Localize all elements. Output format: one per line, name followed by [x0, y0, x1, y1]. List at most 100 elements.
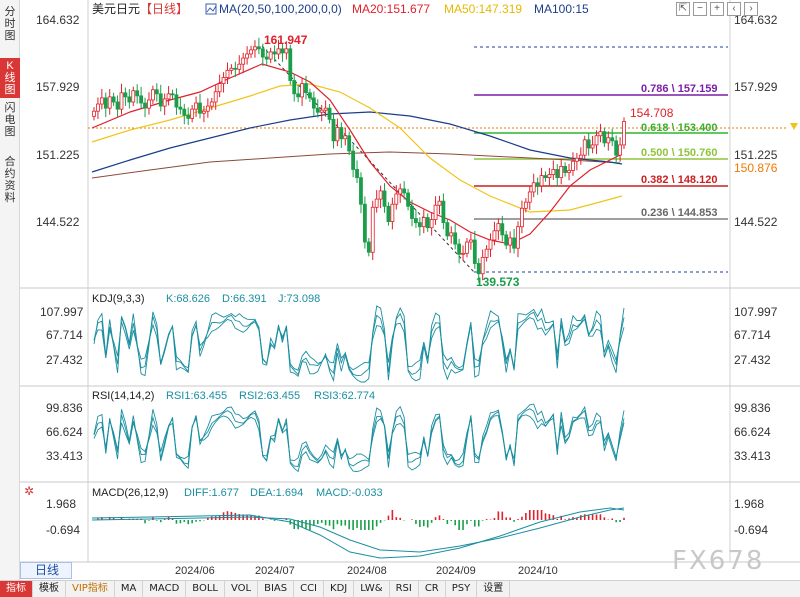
candle-body — [516, 226, 520, 249]
candle-body — [476, 263, 481, 275]
fullscreen-button[interactable]: ⇱ — [676, 2, 690, 16]
candle-body — [461, 252, 465, 255]
tab-timeshare[interactable]: 分 时 图 — [4, 6, 16, 42]
zoom-in-button[interactable]: + — [710, 2, 724, 16]
kdj-d: D:66.391 — [222, 293, 267, 305]
candle-body — [96, 103, 100, 112]
candle-body — [351, 150, 356, 170]
candle-body — [331, 118, 336, 142]
tab-vip-indicator[interactable]: VIP指标 — [66, 581, 115, 597]
tab-ma[interactable]: MA — [115, 581, 144, 597]
candle-body — [512, 237, 516, 249]
period-selector[interactable]: 日线 — [20, 562, 72, 579]
candle-body — [166, 93, 171, 100]
candle-body — [343, 135, 348, 140]
macd-tick: 1.968 — [46, 497, 76, 511]
date-tick: 2024/09 — [436, 565, 476, 577]
tab-rsi[interactable]: RSI — [390, 581, 419, 597]
ma20-line — [91, 63, 623, 245]
candle-body — [280, 48, 285, 54]
candle-body — [319, 109, 324, 113]
tab-boll[interactable]: BOLL — [186, 581, 225, 597]
ma50-value: MA50:147.319 — [444, 2, 522, 16]
tab-indicator[interactable]: 指标 — [0, 581, 33, 597]
candle-body — [123, 92, 128, 98]
candle-body — [535, 182, 540, 187]
current-price-label: 150.876 — [734, 161, 778, 175]
candle-body — [127, 96, 132, 103]
candle-body — [292, 80, 297, 95]
rsi2: RSI2:63.455 — [239, 390, 300, 402]
candle-body — [574, 157, 579, 162]
tab-contract-info[interactable]: 合 约 资 料 — [4, 156, 16, 204]
fib-retracement[interactable]: 0.786 \ 157.159 0.618 \ 153.400 0.500 \ … — [474, 46, 728, 273]
candle-body — [186, 114, 191, 119]
ma200-line — [91, 151, 621, 179]
rsi-tick-right: 99.836 — [734, 401, 771, 415]
tab-macd[interactable]: MACD — [143, 581, 187, 597]
candle-body — [154, 89, 159, 95]
chart-toolbar: ⇱ − + ‹ › — [676, 2, 758, 16]
scroll-left-button[interactable]: ‹ — [727, 2, 741, 16]
tab-cci[interactable]: CCI — [294, 581, 325, 597]
tab-kline[interactable]: K 线 图 — [0, 58, 20, 98]
macd-tick-right: -0.694 — [734, 523, 768, 537]
tab-bias[interactable]: BIAS — [258, 581, 295, 597]
tab-flash[interactable]: 闪 电 图 — [4, 102, 16, 138]
candle-body — [606, 137, 611, 144]
tab-cr[interactable]: CR — [419, 581, 446, 597]
macd-label: MACD(26,12,9) — [92, 487, 168, 499]
candle-body — [527, 191, 532, 203]
candle-body — [594, 135, 599, 146]
candle-body — [233, 67, 238, 70]
candle-body — [362, 203, 367, 243]
rsi-panel: RSI(14,14,2) RSI1:63.455 RSI2:63.455 RSI… — [46, 390, 771, 473]
tab-template[interactable]: 模板 — [33, 581, 66, 597]
tab-lw[interactable]: LW& — [354, 581, 390, 597]
candle-body — [602, 131, 607, 144]
price-tick: 164.632 — [36, 13, 80, 27]
candle-body — [390, 203, 395, 223]
scroll-right-button[interactable]: › — [744, 2, 758, 16]
candle-body — [488, 239, 493, 250]
candle-body — [182, 108, 187, 116]
candle-body — [414, 218, 418, 224]
candle-body — [610, 137, 615, 142]
high-annotation: 161.947 — [264, 33, 308, 47]
candle-body — [539, 175, 544, 187]
candle-body — [147, 99, 151, 109]
candle-body — [99, 97, 104, 105]
tab-settings[interactable]: 设置 — [477, 581, 511, 597]
candle-body — [425, 217, 430, 229]
candle-body — [229, 67, 234, 71]
candle-body — [449, 232, 454, 237]
candle-body — [323, 107, 328, 111]
candlestick-series[interactable] — [92, 37, 626, 283]
candle-body — [500, 223, 505, 236]
kline-chart[interactable]: 美元日元 【日线】 MA(20,50,100,200,0,0) MA20:151… — [20, 0, 800, 580]
candle-body — [245, 53, 250, 59]
candle-body — [111, 96, 116, 103]
candle-body — [260, 48, 265, 58]
zoom-out-button[interactable]: − — [693, 2, 707, 16]
tab-kdj[interactable]: KDJ — [324, 581, 355, 597]
kdj-lines-series — [93, 305, 625, 383]
candle-body — [209, 101, 214, 107]
candle-body — [253, 46, 257, 51]
macd-tick: -0.694 — [46, 523, 80, 537]
candle-body — [484, 248, 489, 258]
candle-body — [119, 92, 124, 110]
candle-body — [327, 107, 332, 120]
symbol-name: 美元日元 — [92, 2, 140, 16]
candle-body — [221, 77, 226, 85]
macd-diff: DIFF:1.677 — [184, 487, 239, 499]
tab-vol[interactable]: VOL — [225, 581, 259, 597]
candle-body — [457, 243, 462, 255]
price-tick-right: 144.522 — [734, 215, 778, 229]
candle-body — [582, 139, 587, 156]
macd-value: MACD:-0.033 — [316, 487, 383, 499]
candle-body — [315, 107, 320, 113]
tab-psy[interactable]: PSY — [446, 581, 478, 597]
fib-label: 0.500 \ 150.760 — [641, 147, 717, 159]
candle-body — [567, 170, 571, 173]
